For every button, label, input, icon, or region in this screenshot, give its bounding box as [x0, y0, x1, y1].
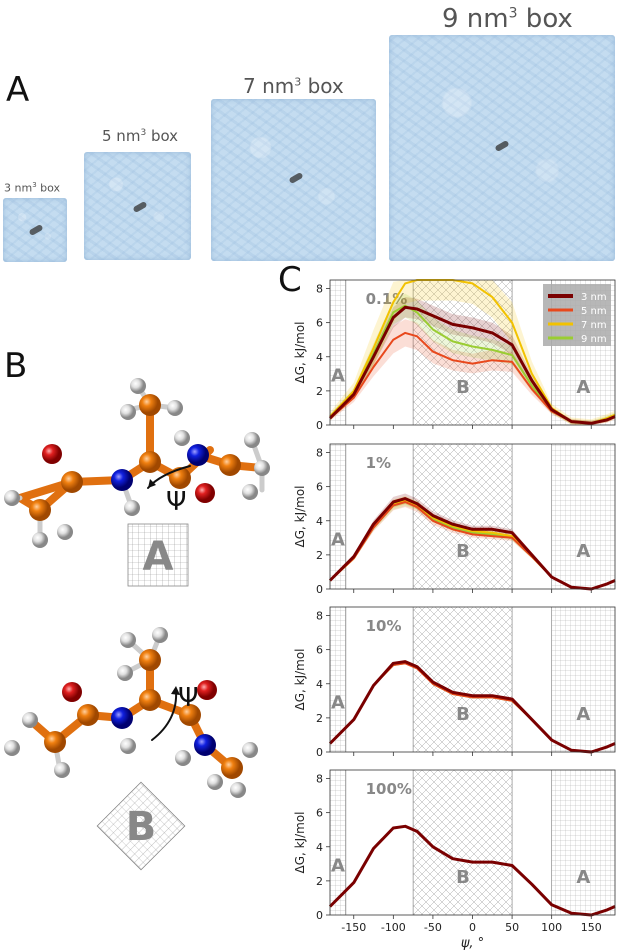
legend-entry: 9 nm [581, 334, 607, 345]
y-tick-label: 8 [316, 610, 323, 623]
region-a-band [330, 607, 346, 752]
region-label-b: B [456, 704, 470, 725]
y-tick-label: 0 [316, 909, 323, 922]
y-axis-label: ΔG, kJ/mol [293, 485, 307, 547]
region-label-b: B [456, 541, 470, 562]
series-line-3nm [328, 497, 616, 591]
region-a-band [330, 444, 346, 589]
y-tick-label: 2 [316, 712, 323, 725]
y-tick-label: 2 [316, 549, 323, 562]
x-tick-label: 0 [469, 921, 476, 934]
psi-symbol: Ψ [166, 487, 186, 517]
x-tick-label: -50 [424, 921, 442, 934]
region-label-b: B [456, 867, 470, 888]
region-label-a: A [576, 704, 590, 725]
region-label-a: A [576, 377, 590, 398]
region-b-band [413, 280, 513, 425]
water-box-7nm [211, 99, 376, 261]
region-label-a: A [331, 530, 345, 551]
y-axis-label: ΔG, kJ/mol [293, 648, 307, 710]
region-b-tag: B [96, 781, 186, 871]
free-energy-charts: A B A 0.1% 0 2 4 6 8 ΔG, kJ/mol 3 nm 5 nm 7 nm 9 nm A B… [293, 279, 616, 950]
x-tick-label: 100 [541, 921, 562, 934]
water-box-9nm [389, 35, 615, 261]
y-tick-label: 0 [316, 419, 323, 432]
chart-panel-2: A B A 1% 0 2 4 6 8 ΔG, kJ/mol [293, 443, 616, 596]
region-label-b: B [456, 377, 470, 398]
y-tick-label: 4 [316, 351, 323, 364]
region-label-a: A [331, 693, 345, 714]
panel-annotation: 10% [366, 617, 402, 635]
chart-panel-4: A B A 100% 0 2 4 6 8 -150 -100 -50 0 50 100 150 ΔG, kJ/m… [293, 769, 616, 950]
svg-text:B: B [126, 804, 157, 850]
region-a-band [551, 770, 615, 915]
y-tick-label: 4 [316, 515, 323, 528]
x-tick-label: 150 [581, 921, 602, 934]
molecule-illustrations: Ψ A Ψ [4, 378, 270, 871]
y-tick-label: 0 [316, 746, 323, 759]
panel-annotation: 0.1% [366, 290, 408, 308]
water-box-5nm [84, 152, 191, 260]
y-tick-label: 6 [316, 481, 323, 494]
panel-annotation: 1% [366, 454, 391, 472]
uncertainty-band [330, 280, 615, 425]
svg-text:A: A [143, 534, 174, 580]
region-a-band [330, 280, 346, 425]
y-tick-label: 6 [316, 644, 323, 657]
y-tick-label: 2 [316, 385, 323, 398]
box-label-9nm: 9 nm3 box [442, 4, 573, 34]
box-label-7nm: 7 nm3 box [243, 74, 344, 98]
molecule-conformation-a: Ψ [4, 378, 270, 548]
y-tick-label: 8 [316, 283, 323, 296]
series-line-3nm [328, 824, 616, 917]
y-tick-label: 8 [316, 447, 323, 460]
region-label-a: A [331, 366, 345, 387]
box-label-3nm: 3 nm3 box [4, 181, 61, 195]
y-tick-label: 4 [316, 841, 323, 854]
series-line-3nm [328, 305, 616, 425]
y-axis-label: ΔG, kJ/mol [293, 321, 307, 383]
box-label-5nm: 5 nm3 box [102, 127, 179, 145]
x-tick-label: 50 [505, 921, 519, 934]
y-tick-label: 6 [316, 807, 323, 820]
region-label-a: A [576, 867, 590, 888]
y-tick-label: 0 [316, 583, 323, 596]
y-tick-label: 4 [316, 678, 323, 691]
legend-entry: 5 nm [581, 306, 607, 317]
region-label-a: A [331, 856, 345, 877]
water-box-3nm [3, 198, 67, 262]
panel-c-letter: C [278, 260, 302, 300]
region-a-band [551, 444, 615, 589]
chart-panel-3: A B A 10% 0 2 4 6 8 ΔG, kJ/mol [293, 606, 616, 759]
psi-symbol: Ψ [178, 683, 198, 713]
region-a-band [330, 770, 346, 915]
y-tick-label: 6 [316, 317, 323, 330]
molecule-conformation-b: Ψ [4, 627, 258, 798]
series-line-3nm [328, 660, 616, 754]
legend-entry: 3 nm [581, 292, 607, 303]
legend-entry: 7 nm [581, 320, 607, 331]
y-tick-label: 8 [316, 773, 323, 786]
region-a-band [551, 607, 615, 752]
panel-a-letter: A [6, 70, 30, 110]
x-tick-label: -100 [381, 921, 406, 934]
y-tick-label: 2 [316, 875, 323, 888]
panel-b-letter: B [4, 346, 28, 386]
region-label-a: A [576, 541, 590, 562]
x-axis-label: ψ, ° [461, 936, 484, 950]
chart-panel-1: A B A 0.1% 0 2 4 6 8 ΔG, kJ/mol 3 nm 5 nm 7 nm 9 nm [293, 279, 616, 432]
x-tick-label: -150 [341, 921, 366, 934]
y-axis-label: ΔG, kJ/mol [293, 811, 307, 873]
legend: 3 nm 5 nm 7 nm 9 nm [543, 284, 611, 346]
region-a-tag: A [127, 523, 189, 587]
panel-annotation: 100% [366, 780, 412, 798]
uncertainty-band [330, 297, 615, 425]
